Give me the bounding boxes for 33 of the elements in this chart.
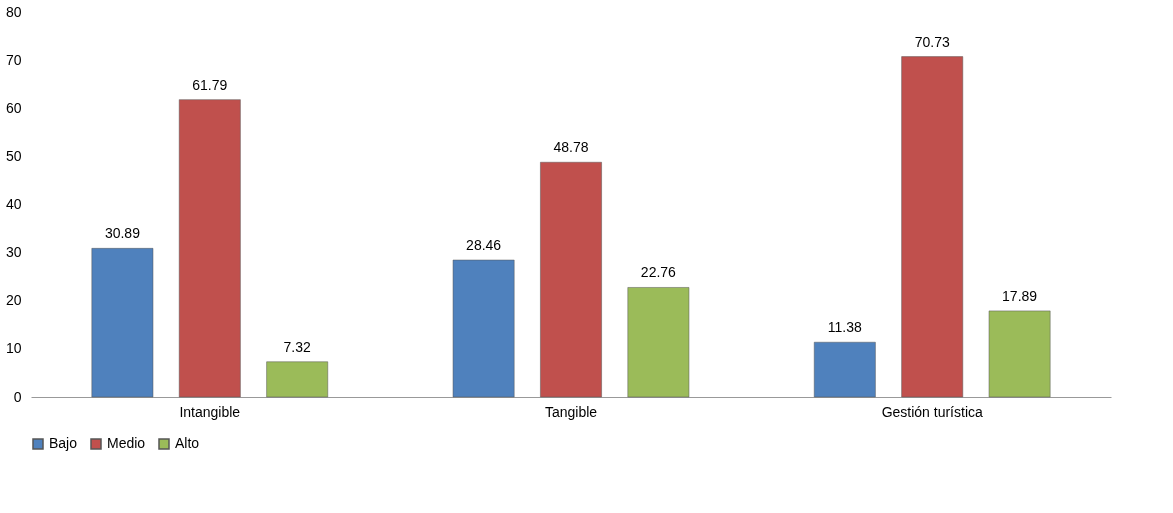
- bar: [452, 259, 515, 398]
- x-tick-label: Intangible: [179, 403, 241, 420]
- bar: [813, 341, 876, 398]
- data-label: 7.32: [283, 338, 312, 355]
- legend-label: Medio: [107, 435, 146, 451]
- x-tick-label: Tangible: [544, 403, 598, 420]
- data-label: 17.89: [1002, 287, 1038, 304]
- y-tick-label: 60: [5, 99, 22, 116]
- y-tick-label: 50: [5, 147, 22, 164]
- data-label: 30.89: [104, 225, 141, 242]
- y-tick-label: 10: [5, 340, 22, 357]
- y-tick-label: 40: [5, 196, 22, 212]
- y-tick-label: 0: [13, 388, 22, 405]
- bar: [91, 248, 154, 398]
- legend-label: Bajo: [49, 435, 78, 451]
- y-tick-label: 80: [5, 3, 22, 20]
- bar: [901, 56, 964, 398]
- data-label: 70.73: [914, 33, 950, 50]
- data-label: 48.78: [553, 139, 589, 156]
- bar: [988, 310, 1051, 398]
- data-label: 28.46: [466, 237, 502, 254]
- y-tick-label: 30: [5, 244, 22, 261]
- data-label: 22.76: [640, 264, 677, 281]
- bar: [178, 99, 241, 398]
- x-tick-label: Gestión turística: [881, 403, 983, 420]
- legend-label: Alto: [175, 435, 200, 451]
- y-tick-label: 70: [5, 51, 22, 68]
- data-label: 61.79: [192, 76, 228, 93]
- y-tick-label: 20: [5, 292, 22, 309]
- bar: [540, 162, 602, 398]
- bar: [266, 361, 329, 398]
- bar: [627, 287, 690, 398]
- data-label: 11.38: [827, 319, 863, 336]
